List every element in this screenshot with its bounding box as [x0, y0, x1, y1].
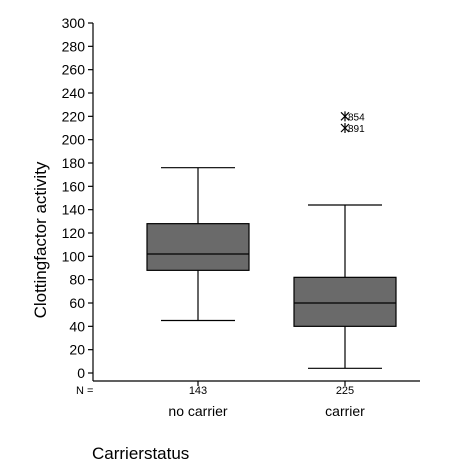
y-tick-label: 180: [62, 155, 86, 171]
outlier-label: 891: [348, 124, 365, 135]
x-axis-label: Carrierstatus: [92, 444, 189, 463]
outlier-label: 854: [348, 112, 365, 123]
n-count-label: 225: [336, 385, 354, 397]
y-tick-label: 300: [62, 15, 86, 31]
box: [146, 223, 250, 271]
y-tick-label: 260: [62, 62, 86, 78]
y-tick-label: 20: [69, 342, 85, 358]
y-tick-label: 200: [62, 132, 86, 148]
category-label: no carrier: [168, 403, 227, 419]
y-tick-label: 120: [62, 225, 86, 241]
y-tick-label: 100: [62, 248, 86, 264]
y-tick-label: 80: [69, 272, 85, 288]
y-tick-label: 40: [69, 318, 85, 334]
y-tick-label: 240: [62, 85, 86, 101]
outlier-marker: [340, 111, 350, 122]
n-count-label: 143: [189, 385, 207, 397]
y-tick-label: 140: [62, 202, 86, 218]
outlier-marker: [340, 123, 350, 133]
n-label: N =: [76, 385, 93, 397]
y-tick-label: 160: [62, 178, 86, 194]
y-tick-label: 60: [69, 295, 85, 311]
y-tick-label: 220: [62, 108, 86, 124]
box: [293, 276, 397, 327]
axes: 0 20 40 60 80 100 120 140 160 180 200 220 240 260 280 3…: [62, 15, 420, 419]
y-tick-label: 280: [62, 38, 86, 54]
y-tick-label: 0: [77, 365, 85, 381]
category-label: carrier: [325, 403, 365, 419]
y-axis-label: Clottingfactor activity: [31, 161, 50, 318]
